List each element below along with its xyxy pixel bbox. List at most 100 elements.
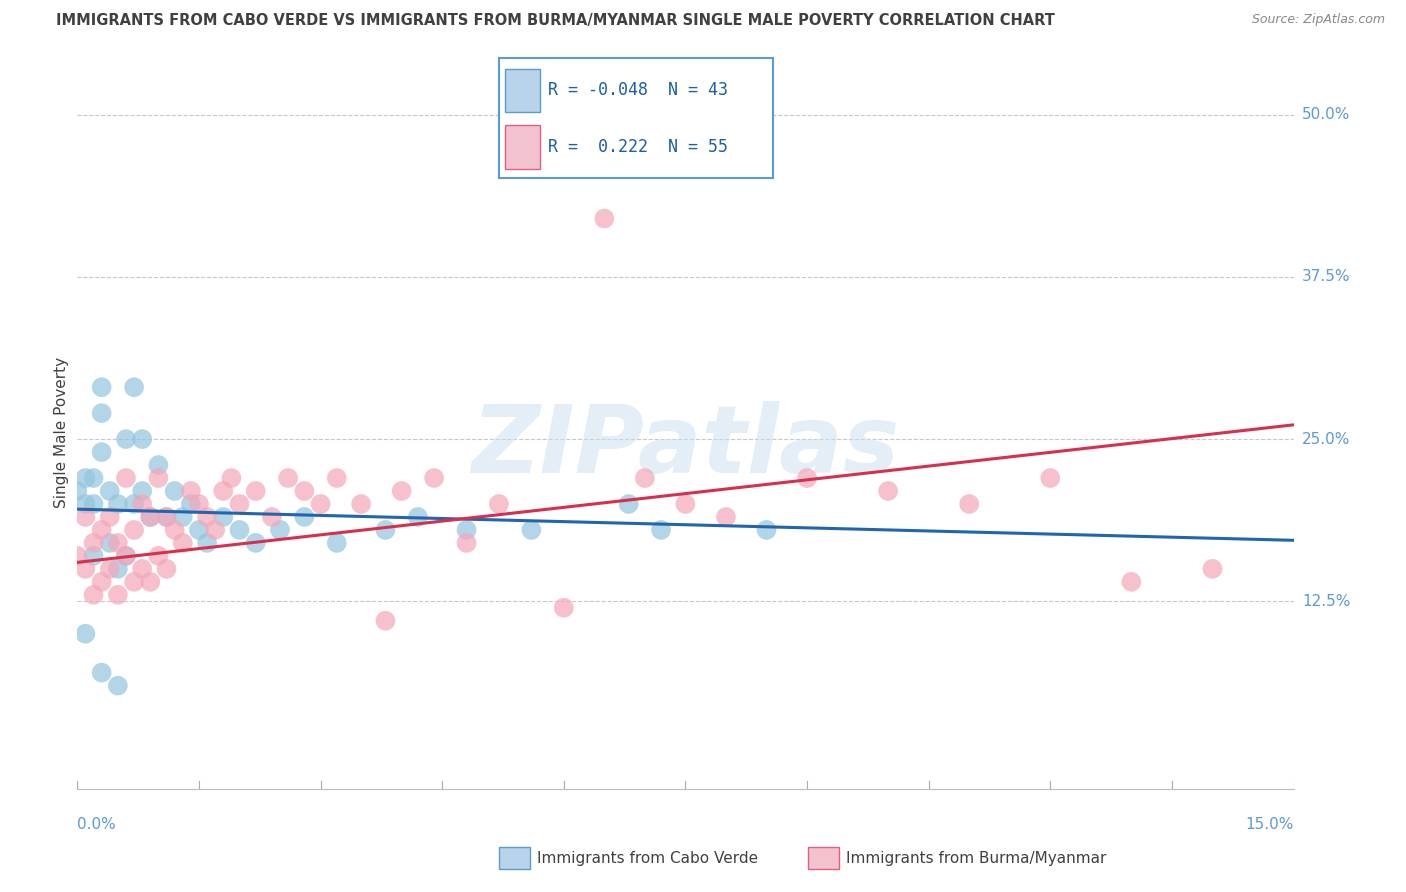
Point: [155, 562, 177, 576]
Point: [212, 510, 235, 524]
Point: [66, 549, 89, 563]
Point: [269, 523, 291, 537]
Point: [260, 510, 283, 524]
Point: [188, 497, 211, 511]
Point: [163, 523, 186, 537]
Point: [755, 523, 778, 537]
Point: [245, 483, 267, 498]
Point: [83, 471, 105, 485]
Point: [115, 549, 138, 563]
Point: [139, 510, 162, 524]
Point: [90, 406, 112, 420]
Point: [617, 497, 640, 511]
Point: [107, 562, 129, 576]
Point: [957, 497, 980, 511]
Point: [75, 562, 97, 576]
Text: 25.0%: 25.0%: [1302, 432, 1350, 447]
Point: [90, 665, 112, 680]
Point: [83, 536, 105, 550]
Point: [107, 679, 129, 693]
Point: [204, 523, 226, 537]
Point: [326, 536, 349, 550]
Point: [122, 380, 145, 394]
Point: [188, 523, 211, 537]
Point: [245, 536, 267, 550]
Point: [90, 574, 112, 589]
Point: [212, 483, 235, 498]
Text: R =  0.222  N = 55: R = 0.222 N = 55: [548, 138, 728, 156]
Point: [277, 471, 299, 485]
Point: [107, 497, 129, 511]
Point: [374, 523, 396, 537]
Point: [309, 497, 332, 511]
Point: [139, 510, 162, 524]
Point: [122, 523, 145, 537]
Point: [180, 497, 202, 511]
Point: [83, 588, 105, 602]
Point: [131, 497, 153, 511]
Text: 37.5%: 37.5%: [1302, 269, 1350, 285]
Point: [139, 574, 162, 589]
Point: [650, 523, 672, 537]
Point: [172, 510, 194, 524]
Point: [163, 483, 186, 498]
Point: [488, 497, 510, 511]
Point: [75, 510, 97, 524]
Point: [1201, 562, 1223, 576]
Y-axis label: Single Male Poverty: Single Male Poverty: [53, 357, 69, 508]
Point: [131, 483, 153, 498]
Point: [1121, 574, 1143, 589]
Point: [83, 549, 105, 563]
Text: 15.0%: 15.0%: [1246, 817, 1294, 832]
Point: [391, 483, 413, 498]
Point: [83, 497, 105, 511]
Point: [423, 471, 446, 485]
Point: [350, 497, 373, 511]
Point: [180, 483, 202, 498]
Text: Immigrants from Cabo Verde: Immigrants from Cabo Verde: [537, 851, 758, 865]
Text: 0.0%: 0.0%: [77, 817, 117, 832]
Point: [634, 471, 657, 485]
Point: [593, 211, 616, 226]
Point: [131, 432, 153, 446]
Point: [228, 523, 250, 537]
FancyBboxPatch shape: [505, 69, 540, 112]
Text: ZIPatlas: ZIPatlas: [471, 401, 900, 493]
Point: [122, 574, 145, 589]
Text: 12.5%: 12.5%: [1302, 594, 1350, 608]
Point: [877, 483, 900, 498]
Point: [195, 510, 218, 524]
Point: [148, 458, 170, 472]
Point: [131, 562, 153, 576]
Text: R = -0.048  N = 43: R = -0.048 N = 43: [548, 81, 728, 100]
Point: [148, 471, 170, 485]
Point: [115, 432, 138, 446]
Text: 50.0%: 50.0%: [1302, 107, 1350, 122]
Point: [520, 523, 543, 537]
Point: [107, 588, 129, 602]
Point: [228, 497, 250, 511]
Point: [796, 471, 818, 485]
Point: [115, 549, 138, 563]
Point: [148, 549, 170, 563]
Point: [122, 497, 145, 511]
Text: Immigrants from Burma/Myanmar: Immigrants from Burma/Myanmar: [846, 851, 1107, 865]
Point: [98, 483, 121, 498]
Point: [66, 483, 89, 498]
Point: [155, 510, 177, 524]
Point: [98, 510, 121, 524]
Point: [90, 380, 112, 394]
Point: [326, 471, 349, 485]
Point: [98, 562, 121, 576]
Point: [456, 536, 478, 550]
Point: [155, 510, 177, 524]
Text: IMMIGRANTS FROM CABO VERDE VS IMMIGRANTS FROM BURMA/MYANMAR SINGLE MALE POVERTY : IMMIGRANTS FROM CABO VERDE VS IMMIGRANTS…: [56, 13, 1054, 29]
Point: [221, 471, 243, 485]
Point: [374, 614, 396, 628]
Point: [172, 536, 194, 550]
Point: [714, 510, 737, 524]
Point: [195, 536, 218, 550]
Point: [98, 536, 121, 550]
FancyBboxPatch shape: [505, 126, 540, 169]
Point: [553, 600, 575, 615]
